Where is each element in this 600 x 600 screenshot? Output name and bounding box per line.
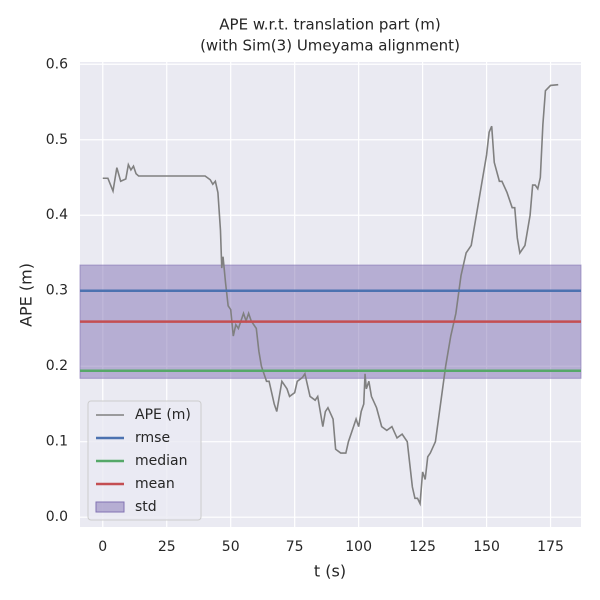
y-tick-label: 0.2: [46, 358, 68, 374]
x-axis-label: t (s): [314, 562, 346, 581]
legend-box: [87, 400, 202, 521]
x-tick-label: 0: [98, 539, 107, 555]
legend-label: APE (m): [135, 407, 191, 423]
data-line: [102, 83, 559, 507]
y-tick-label: 0.1: [46, 434, 68, 450]
y-tick-label: 0.6: [46, 56, 68, 72]
legend: APE (m) rmse median mean std: [87, 400, 202, 521]
legend-swatch: [95, 501, 125, 513]
x-tick-label: 25: [158, 539, 176, 555]
legend-label: mean: [135, 476, 175, 492]
y-tick-label: 0.0: [46, 509, 68, 525]
x-tick-label: 125: [409, 539, 436, 555]
chart-title: APE w.r.t. translation part (m): [219, 16, 440, 34]
y-tick-label: 0.5: [46, 132, 68, 148]
x-tick-label: 50: [222, 539, 240, 555]
legend-label: std: [135, 499, 157, 515]
x-tick-label: 150: [473, 539, 500, 555]
x-tick-label: 100: [345, 539, 372, 555]
legend-label: median: [135, 453, 187, 469]
y-tick-label: 0.4: [46, 207, 68, 223]
marks: [79, 83, 582, 507]
y-tick-label: 0.3: [46, 283, 68, 299]
chart-subtitle: (with Sim(3) Umeyama alignment): [200, 37, 460, 55]
x-tick-label: 175: [537, 539, 564, 555]
legend-label: rmse: [135, 430, 170, 446]
x-tick-label: 75: [286, 539, 304, 555]
y-axis-label: APE (m): [17, 263, 36, 327]
